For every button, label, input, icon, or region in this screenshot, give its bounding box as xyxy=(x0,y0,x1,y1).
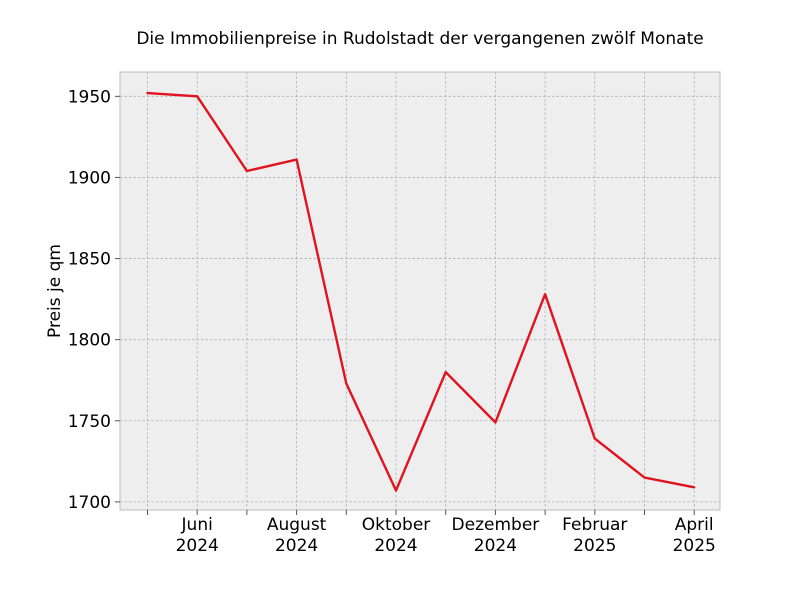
x-tick-label-year: 2025 xyxy=(573,536,616,556)
x-tick-label-year: 2025 xyxy=(673,536,716,556)
x-tick-label-year: 2024 xyxy=(275,536,318,556)
y-tick-label: 1850 xyxy=(68,250,111,270)
x-tick-label-year: 2024 xyxy=(374,536,417,556)
y-tick-label: 1800 xyxy=(68,331,111,351)
x-tick-label-month: Dezember xyxy=(452,515,540,535)
plot-area xyxy=(120,72,720,510)
x-tick-label-month: August xyxy=(267,515,327,535)
x-tick-label-month: Februar xyxy=(562,515,627,535)
y-tick-label: 1750 xyxy=(68,412,111,432)
x-tick-label-month: Oktober xyxy=(362,515,431,535)
x-tick-label-year: 2024 xyxy=(474,536,517,556)
x-tick-label-month: Juni xyxy=(181,515,213,535)
y-tick-label: 1950 xyxy=(68,87,111,107)
chart-title: Die Immobilienpreise in Rudolstadt der v… xyxy=(136,29,703,49)
x-tick-label-month: April xyxy=(675,515,714,535)
y-axis-label: Preis je qm xyxy=(45,244,65,338)
y-tick-label: 1700 xyxy=(68,493,111,513)
y-tick-label: 1900 xyxy=(68,168,111,188)
x-tick-label-year: 2024 xyxy=(176,536,219,556)
